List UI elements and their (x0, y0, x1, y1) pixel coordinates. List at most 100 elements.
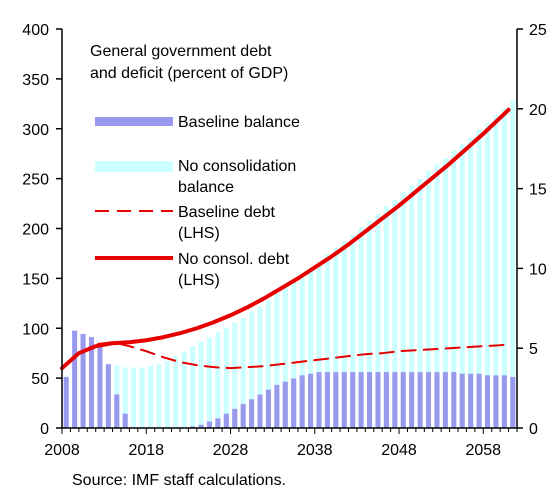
no-consolidation-balance-bar (358, 226, 364, 428)
x-tick-label: 2018 (128, 442, 164, 459)
baseline-balance-bar (63, 376, 69, 428)
baseline-balance-bars (63, 330, 516, 428)
right-tick-label: 20 (529, 102, 547, 119)
no-consolidation-balance-bar (501, 108, 507, 429)
left-tick-label: 0 (40, 421, 49, 438)
no-consolidation-balance-bar (299, 274, 305, 428)
baseline-balance-bar (316, 372, 322, 428)
baseline-balance-bar (333, 372, 339, 428)
right-tick-label: 15 (529, 182, 547, 199)
baseline-balance-bar (240, 404, 246, 428)
title-line-2: and deficit (percent of GDP) (90, 65, 288, 82)
legend-label-baseline-balance: Baseline balance (178, 114, 300, 131)
no-consolidation-balance-bar (122, 367, 128, 428)
baseline-balance-bar (476, 373, 482, 428)
baseline-balance-bar (324, 372, 330, 428)
baseline-balance-bar (442, 372, 448, 428)
left-tick-label: 150 (22, 271, 49, 288)
baseline-balance-bar (417, 372, 423, 428)
no-consol-debt-line (60, 107, 511, 371)
no-consolidation-balance-bar (156, 364, 162, 428)
legend-label-no-consol-debt-2: (LHS) (178, 272, 220, 289)
no-consolidation-balance-bar (451, 150, 457, 429)
baseline-balance-bar (358, 372, 364, 428)
no-consolidation-balance-bar (282, 287, 288, 428)
no-consolidation-balance-bar (468, 137, 474, 428)
baseline-balance-bar (400, 372, 406, 428)
left-tick-label: 350 (22, 72, 49, 89)
no-consolidation-balance-bar (164, 360, 170, 428)
baseline-balance-bar (468, 373, 474, 428)
baseline-balance-bar (274, 384, 280, 428)
no-consolidation-balance-bar (426, 171, 432, 429)
baseline-balance-bar (122, 413, 128, 428)
baseline-balance-bar (375, 372, 381, 428)
no-consolidation-balance-bar (350, 234, 356, 428)
no-consolidation-balance-bar (493, 115, 499, 429)
baseline-balance-bar (232, 408, 238, 428)
legend-swatch-baseline-balance (95, 117, 173, 126)
baseline-balance-bar (265, 389, 271, 428)
no-consolidation-balance-bar (510, 100, 516, 428)
no-consolidation-balance-bar (181, 351, 187, 428)
baseline-balance-bar (383, 372, 389, 428)
legend-swatch-no-consolidation-balance (95, 161, 173, 172)
no-consolidation-balance-bar (173, 356, 179, 428)
baseline-balance-bar (426, 372, 432, 428)
baseline-balance-bar (97, 346, 103, 428)
baseline-balance-bar (493, 375, 499, 428)
source-note: Source: IMF staff calculations. (72, 472, 287, 489)
baseline-balance-bar (190, 426, 196, 428)
x-tick-label: 2048 (381, 442, 417, 459)
left-tick-label: 250 (22, 172, 49, 189)
no-consolidation-balance-bar (383, 206, 389, 428)
no-consolidation-balance-bar (367, 220, 373, 428)
no-consolidation-balance-bar (215, 332, 221, 428)
no-consolidation-balance-bar (198, 341, 204, 428)
baseline-balance-bar (451, 372, 457, 428)
baseline-balance-bar (484, 375, 491, 428)
no-consolidation-balance-bar (223, 327, 229, 428)
baseline-balance-bar (392, 372, 398, 428)
legend-label-no-consolidation-2: balance (178, 179, 234, 196)
baseline-balance-bar (350, 372, 356, 428)
no-consolidation-balance-bar (459, 143, 465, 428)
baseline-balance-bar (105, 364, 111, 428)
no-consolidation-balance-bar (341, 241, 347, 428)
baseline-balance-bar (206, 421, 212, 428)
left-tick-label: 400 (22, 22, 49, 39)
no-consolidation-balance-bar (206, 337, 212, 428)
baseline-balance-bar (88, 337, 95, 428)
baseline-balance-bar (291, 378, 297, 428)
no-consolidation-balance-bar (316, 262, 322, 428)
baseline-balance-bar (501, 375, 507, 428)
no-consolidation-balance-bar (400, 191, 406, 428)
baseline-balance-bar (80, 333, 86, 428)
baseline-balance-bar (282, 381, 288, 428)
baseline-balance-bar (459, 373, 465, 428)
x-tick-label: 2008 (44, 442, 80, 459)
no-consolidation-balance-bar (434, 164, 440, 428)
right-tick-label: 10 (529, 261, 547, 278)
baseline-balance-bar (341, 372, 347, 428)
left-tick-label: 200 (22, 222, 49, 239)
no-consolidation-balance-bar (265, 300, 271, 428)
no-consolidation-balance-bar (147, 365, 153, 428)
no-consolidation-balance-bar (375, 214, 381, 428)
legend-label-baseline-debt-1: Baseline debt (178, 204, 276, 221)
no-consolidation-balance-bar (476, 129, 482, 429)
no-consolidation-balance-bar (274, 293, 280, 428)
no-consolidation-balance-bar (291, 281, 297, 428)
right-tick-label: 5 (529, 341, 538, 358)
baseline-balance-bar (257, 394, 263, 428)
legend: Baseline balance No consolidation balanc… (95, 114, 300, 289)
baseline-balance-bar (308, 373, 314, 428)
baseline-balance-bar (434, 372, 440, 428)
baseline-balance-bar (510, 376, 516, 428)
no-consolidation-balance-bar (240, 317, 246, 428)
baseline-balance-bar (72, 330, 78, 428)
left-tick-label: 50 (31, 371, 49, 388)
no-consolidation-balance-bar (333, 247, 339, 428)
legend-label-no-consol-debt-1: No consol. debt (178, 251, 290, 268)
